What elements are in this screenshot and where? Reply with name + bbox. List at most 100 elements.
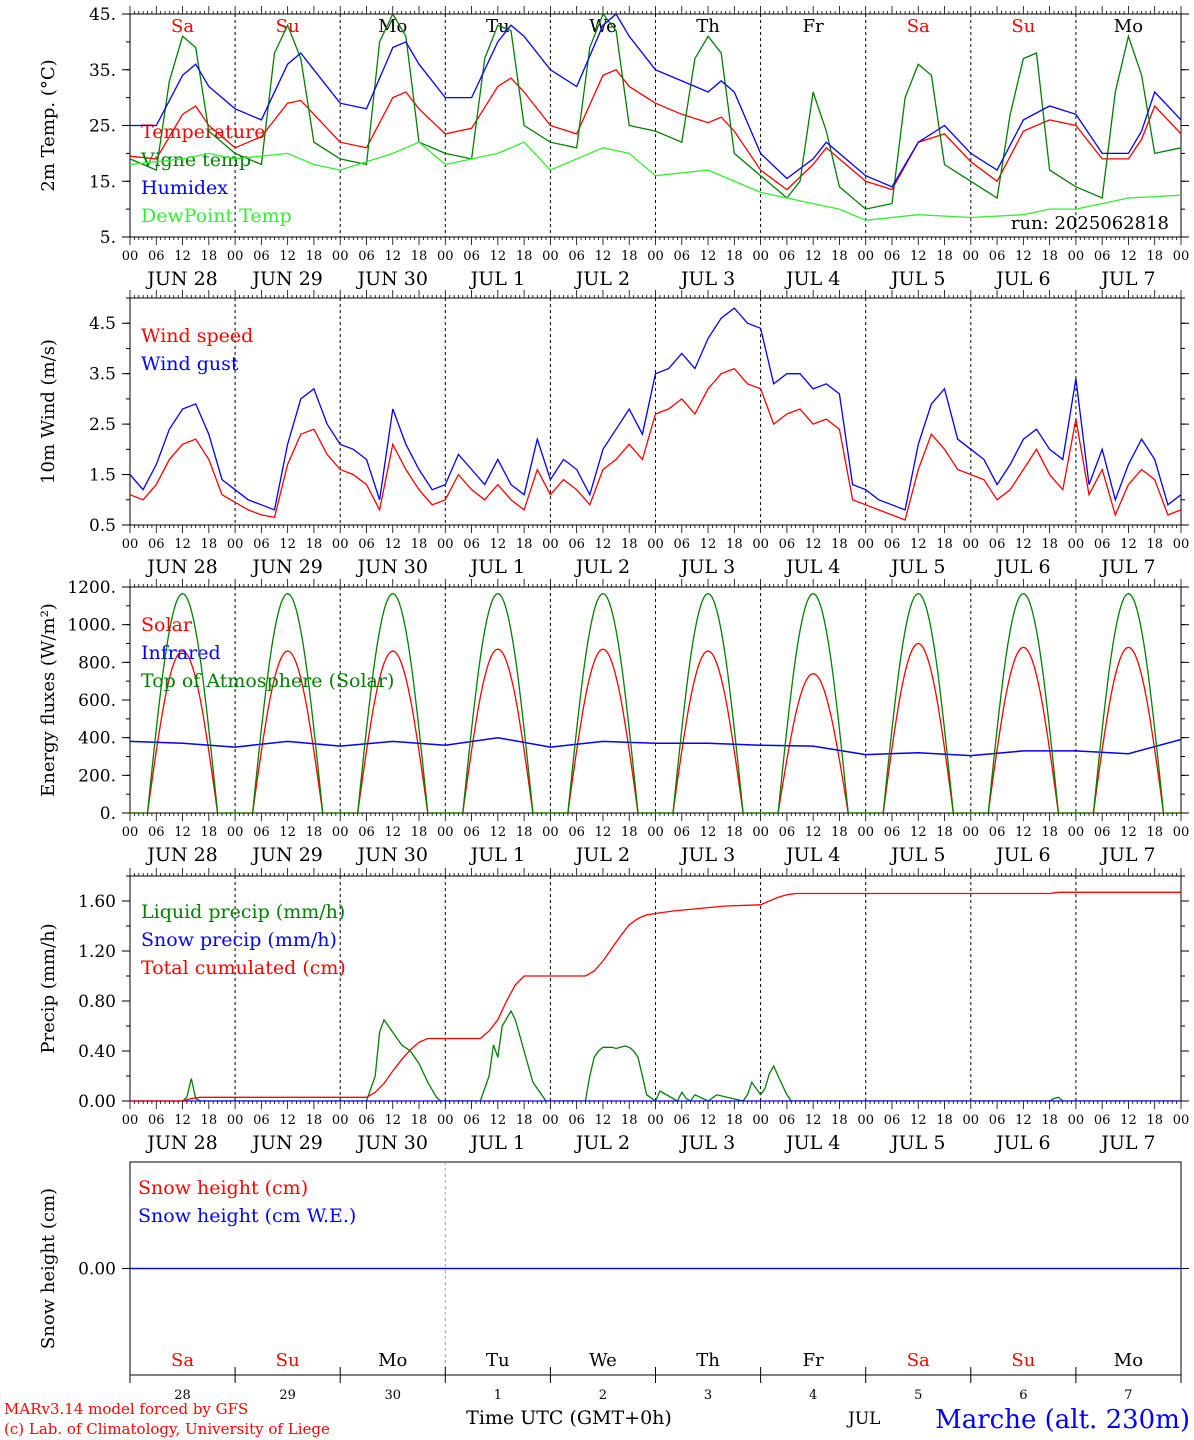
hour-tick-label: 06 — [779, 1113, 796, 1128]
hour-tick-label: 18 — [411, 537, 428, 552]
hour-tick-label: 06 — [568, 537, 585, 552]
hour-tick-label: 06 — [358, 249, 375, 264]
weekday-label: Fr — [803, 1350, 824, 1371]
date-label: JUL 5 — [889, 844, 945, 866]
date-label: JUN 28 — [145, 556, 217, 578]
hour-tick-label: 00 — [752, 537, 769, 552]
hour-tick-label: 06 — [148, 249, 165, 264]
date-label: JUL 1 — [469, 556, 525, 578]
date-label: JUL 3 — [679, 844, 735, 866]
y-tick-label: 1.60 — [78, 892, 116, 912]
hour-tick-label: 00 — [752, 825, 769, 840]
series-line-dewpoint-temp — [130, 141, 1181, 221]
date-label: JUL 7 — [1099, 1132, 1155, 1154]
hour-tick-label: 06 — [463, 825, 480, 840]
series-line-humidex — [130, 14, 1181, 188]
date-label: JUL 3 — [679, 1132, 735, 1154]
hour-tick-label: 00 — [542, 825, 559, 840]
hour-tick-label: 00 — [857, 1113, 874, 1128]
hour-tick-label: 12 — [700, 1113, 717, 1128]
legend-entry: Solar — [141, 614, 193, 636]
hour-tick-label: 06 — [779, 249, 796, 264]
date-label: JUL 4 — [784, 1132, 840, 1154]
hour-tick-label: 06 — [989, 825, 1006, 840]
hour-tick-label: 18 — [516, 1113, 533, 1128]
date-label: JUN 30 — [356, 1132, 428, 1154]
y-tick-label: 800. — [78, 653, 116, 673]
hour-tick-label: 18 — [516, 537, 533, 552]
hour-tick-label: 12 — [174, 537, 191, 552]
panel-4: 1.60 1.20 0.80 0.40 0.00 Precip (mm/h) 00 06 12 1… — [38, 868, 1189, 1154]
hour-tick-label: 00 — [1173, 1113, 1190, 1128]
hour-tick-label: 00 — [647, 825, 664, 840]
date-label: JUL 4 — [784, 844, 840, 866]
hour-tick-label: 12 — [384, 825, 401, 840]
hour-tick-label: 12 — [384, 1113, 401, 1128]
hour-tick-label: 18 — [831, 1113, 848, 1128]
weekday-label: Sa — [171, 16, 194, 37]
hour-tick-label: 12 — [1015, 537, 1032, 552]
hour-tick-label: 06 — [253, 249, 270, 264]
series-line-temperature — [130, 69, 1181, 191]
day-number: 7 — [1124, 1388, 1132, 1403]
y-tick-label: 0.40 — [78, 1042, 116, 1062]
hour-tick-label: 00 — [963, 825, 980, 840]
hour-tick-label: 18 — [831, 825, 848, 840]
hour-tick-label: 06 — [358, 825, 375, 840]
y-tick-label: 5. — [100, 228, 116, 248]
hour-tick-label: 18 — [201, 825, 218, 840]
hour-tick-label: 00 — [963, 249, 980, 264]
hour-tick-label: 06 — [884, 537, 901, 552]
date-label: JUL 5 — [889, 556, 945, 578]
hour-tick-label: 12 — [279, 249, 296, 264]
month-label: JUL — [846, 1409, 880, 1429]
date-label: JUL 1 — [469, 1132, 525, 1154]
y-axis-label: Precip (mm/h) — [38, 923, 59, 1053]
hour-tick-label: 00 — [542, 1113, 559, 1128]
date-label: JUN 30 — [356, 844, 428, 866]
hour-tick-label: 12 — [174, 1113, 191, 1128]
hour-tick-label: 00 — [122, 537, 139, 552]
hour-tick-label: 06 — [884, 1113, 901, 1128]
series-line-infrared — [130, 736, 1181, 757]
hour-tick-label: 06 — [148, 825, 165, 840]
hour-tick-label: 12 — [805, 249, 822, 264]
hour-tick-label: 12 — [910, 537, 927, 552]
weekday-label: Mo — [378, 16, 407, 37]
hour-tick-label: 00 — [122, 249, 139, 264]
hour-tick-label: 12 — [595, 1113, 612, 1128]
hour-tick-label: 18 — [1146, 825, 1163, 840]
hour-tick-label: 00 — [227, 249, 244, 264]
y-axis-label: Energy fluxes (W/m²) — [38, 603, 59, 797]
hour-tick-label: 12 — [490, 249, 507, 264]
legend-entry: Snow height (cm W.E.) — [138, 1205, 356, 1227]
date-label: JUL 3 — [679, 556, 735, 578]
hour-tick-label: 12 — [805, 1113, 822, 1128]
hour-tick-label: 18 — [1146, 1113, 1163, 1128]
weekday-label: Fr — [803, 16, 824, 37]
hour-tick-label: 12 — [490, 537, 507, 552]
y-tick-label: 1000. — [67, 616, 116, 636]
hour-tick-label: 06 — [463, 249, 480, 264]
hour-tick-label: 18 — [726, 249, 743, 264]
legend-entry: Top of Atmosphere (Solar) — [141, 670, 394, 692]
day-number: 29 — [279, 1388, 296, 1403]
hour-tick-label: 12 — [700, 249, 717, 264]
hour-tick-label: 00 — [857, 825, 874, 840]
hour-tick-label: 06 — [884, 825, 901, 840]
hour-tick-label: 18 — [201, 1113, 218, 1128]
y-tick-label: 25. — [89, 117, 116, 137]
hour-tick-label: 00 — [1068, 249, 1085, 264]
weekday-label: Sa — [907, 1350, 930, 1371]
day-number: 5 — [914, 1388, 922, 1403]
hour-tick-label: 06 — [674, 249, 691, 264]
date-label: JUL 2 — [574, 556, 630, 578]
y-tick-label: 4.5 — [89, 314, 116, 334]
date-label: JUL 4 — [784, 556, 840, 578]
weekday-label: Mo — [378, 1350, 407, 1371]
hour-tick-label: 18 — [411, 825, 428, 840]
panel-frame — [129, 13, 1182, 238]
hour-tick-label: 18 — [621, 825, 638, 840]
hour-tick-label: 00 — [1068, 537, 1085, 552]
